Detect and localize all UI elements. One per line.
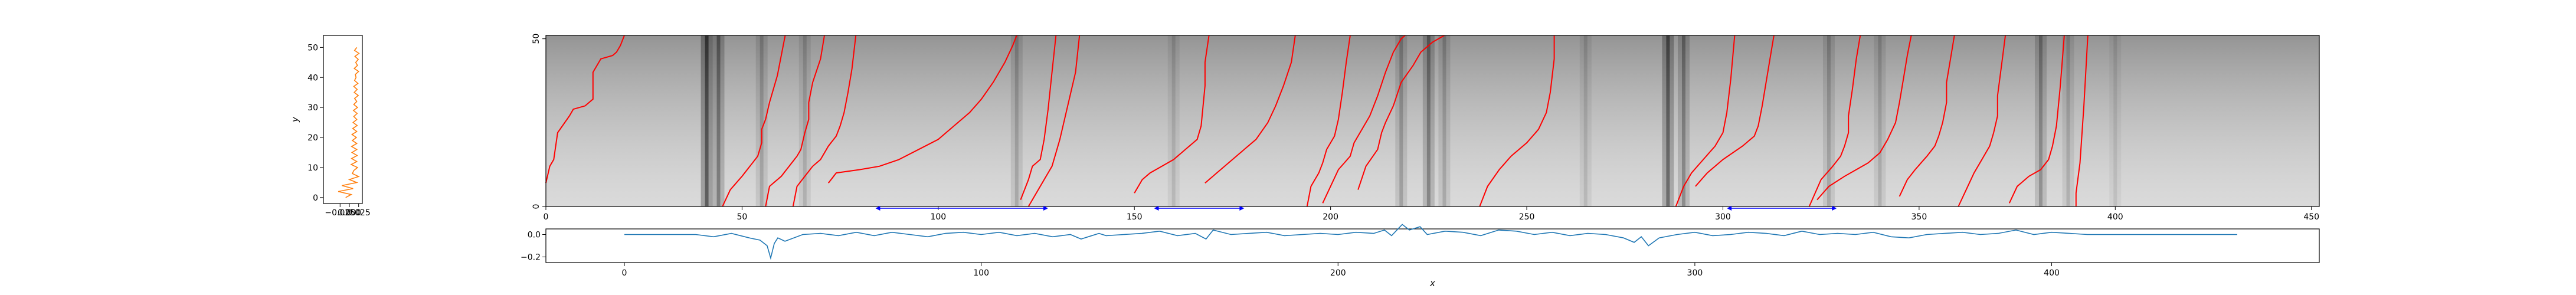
red-curve: [1695, 35, 1775, 187]
main-xtick-label: 0: [544, 212, 549, 222]
left-xtick-label: 0.025: [347, 208, 371, 218]
left-ytick-label: 50: [307, 43, 318, 53]
red-curve: [1479, 35, 1555, 207]
red-curve: [765, 35, 825, 207]
red-curve: [792, 35, 857, 207]
arrow-head-right: [1832, 206, 1837, 211]
bottom-xtick-label: 0: [622, 268, 627, 278]
main-xtick-label: 50: [737, 212, 747, 222]
red-curve: [1808, 35, 1861, 207]
left-ytick-label: 20: [307, 133, 318, 143]
arrow-head-right: [1043, 206, 1048, 211]
bottom-signal-chart: 0 100 200 300 400 0.0 −0.2 x: [521, 224, 2320, 289]
arrow-head-left: [1727, 206, 1732, 211]
red-curve: [2075, 35, 2089, 206]
red-curve: [827, 35, 1017, 183]
red-curve: [545, 35, 625, 183]
left-ytick-label: 10: [307, 163, 318, 173]
red-curve: [1322, 35, 1406, 204]
arrow-head-left: [1154, 206, 1159, 211]
bottom-xtick-label: 100: [973, 268, 989, 278]
left-profile-series: [338, 47, 360, 198]
red-curve: [1020, 35, 1057, 200]
main-ytick-label: 0: [532, 204, 541, 209]
red-curve: [722, 35, 786, 207]
bottom-ytick-label: −0.2: [521, 253, 541, 263]
bottom-plot-frame: [545, 228, 2320, 263]
left-xtick-label: 0.000: [338, 208, 361, 218]
main-xtick-label: 300: [1715, 212, 1731, 222]
bottom-xtick-label: 200: [1330, 268, 1346, 278]
left-ytick-label: 0: [313, 194, 318, 203]
main-xtick-label: 450: [2303, 212, 2319, 222]
left-series-line: [338, 47, 360, 198]
main-xtick-label: 200: [1323, 212, 1338, 222]
main-xtick-label: 100: [930, 212, 946, 222]
red-curve: [1027, 35, 1081, 207]
bottom-xlabel: x: [1429, 278, 1435, 289]
red-curve: [1958, 35, 2007, 207]
bottom-xtick-label: 300: [1687, 268, 1703, 278]
red-curve: [1816, 35, 1912, 201]
bottom-ytick-label: 0.0: [528, 231, 541, 240]
left-ytick-label: 40: [307, 73, 318, 83]
left-ytick-label: 30: [307, 103, 318, 113]
arrow-head-left: [875, 206, 881, 211]
red-curve: [1306, 35, 1351, 207]
heatmap-shading: [546, 35, 2319, 206]
main-axes: 0 50 100 150 200 250 300 350 400 450 0 50: [532, 34, 2319, 222]
left-xtick-label: −0.025: [325, 208, 355, 218]
curves-layer: [545, 35, 2089, 207]
bottom-series-line: [624, 224, 2237, 260]
main-plot-frame: [545, 35, 2320, 207]
bottom-signal-series: [624, 224, 2237, 260]
arrow-head-right: [1239, 206, 1245, 211]
red-curve: [1134, 35, 1210, 194]
main-xtick-label: 250: [1519, 212, 1535, 222]
arrows-layer: [875, 206, 1837, 211]
main-xtick-label: 150: [1127, 212, 1143, 222]
red-curve: [1204, 35, 1296, 183]
main-ytick-label: 50: [532, 34, 541, 44]
main-heatmap-chart: 0 50 100 150 200 250 300 350 400 450 0 50: [532, 34, 2320, 222]
bottom-axes: 0 100 200 300 400 0.0 −0.2 x: [521, 231, 2060, 289]
bottom-xtick-label: 400: [2044, 268, 2060, 278]
left-ylabel: y: [290, 116, 300, 123]
red-curve: [2008, 35, 2065, 204]
main-xtick-label: 400: [2107, 212, 2123, 222]
red-curve: [1357, 35, 1445, 190]
red-curve: [1899, 35, 1955, 197]
red-curve: [1675, 35, 1736, 207]
main-xtick-label: 350: [1911, 212, 1927, 222]
